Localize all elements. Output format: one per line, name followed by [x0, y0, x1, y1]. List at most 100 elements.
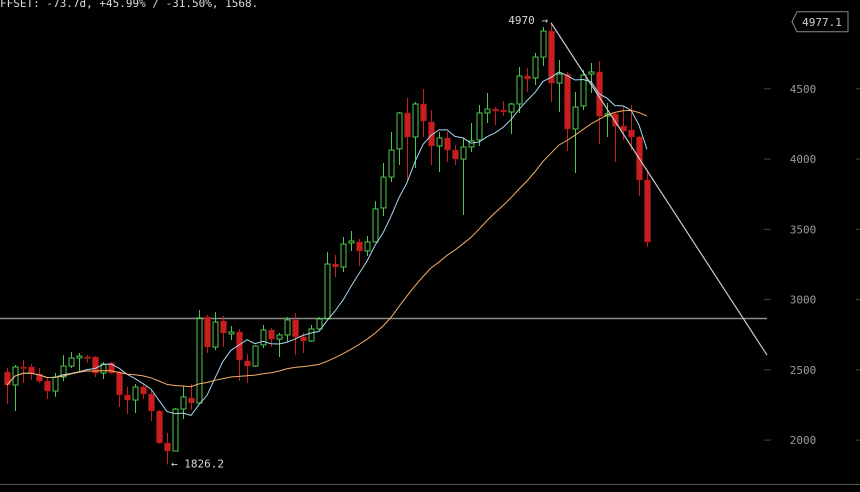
candle-body: [140, 386, 147, 395]
candle-15: [116, 371, 123, 408]
candle-58: [460, 137, 467, 215]
candle-body: [292, 319, 299, 338]
candle-body: [20, 366, 27, 369]
candle-43: [340, 237, 347, 273]
candle-body: [644, 179, 651, 243]
candle-body: [204, 316, 211, 348]
candle-50: [396, 111, 403, 165]
candle-70: [556, 59, 563, 112]
candle-body: [268, 329, 275, 340]
moving-average-line-30: [6, 109, 648, 388]
candle-body: [620, 125, 627, 132]
candle-69: [548, 22, 555, 103]
candle-body: [44, 380, 51, 392]
candle-39: [308, 324, 315, 342]
candle-body: [428, 121, 435, 147]
candle-body: [340, 243, 347, 268]
y-tick-label: 2000: [790, 434, 817, 447]
candle-body: [580, 74, 587, 107]
candle-body: [260, 329, 267, 346]
candle-24: [188, 384, 195, 411]
candle-25: [196, 309, 203, 404]
candle-body: [284, 319, 291, 336]
candle-body: [252, 345, 259, 367]
candle-body: [500, 109, 507, 113]
candle-body: [548, 30, 555, 84]
candle-51: [404, 97, 411, 182]
candle-62: [492, 107, 499, 126]
candle-body: [372, 208, 379, 243]
trend-line: [550, 22, 768, 356]
candle-body: [516, 75, 523, 105]
candle-body: [212, 321, 219, 348]
candle-body: [228, 331, 235, 335]
candle-body: [388, 149, 395, 178]
candle-body: [4, 371, 11, 386]
candle-body: [116, 371, 123, 396]
candle-body: [556, 73, 563, 84]
candle-body: [68, 357, 75, 367]
candle-33: [260, 324, 267, 349]
candle-23: [180, 385, 187, 419]
candle-64: [508, 102, 515, 135]
candle-53: [420, 88, 427, 137]
candle-body: [396, 112, 403, 150]
candle-body: [172, 408, 179, 452]
candle-body: [12, 366, 19, 386]
candle-body: [300, 336, 307, 342]
candle-55: [436, 131, 443, 172]
candle-body: [180, 396, 187, 410]
candle-16: [124, 386, 131, 414]
y-tick-label: 4000: [790, 153, 817, 166]
candle-body: [460, 146, 467, 160]
candle-17: [132, 384, 139, 413]
candle-body: [124, 394, 131, 401]
candle-body: [444, 137, 451, 151]
candle-32: [252, 345, 259, 368]
candle-60: [476, 104, 483, 146]
candle-body: [468, 140, 475, 148]
candle-body: [92, 356, 99, 374]
candle-44: [348, 230, 355, 251]
candle-body: [188, 397, 195, 404]
candle-body: [308, 328, 315, 342]
candle-6: [44, 376, 51, 400]
candle-67: [532, 52, 539, 86]
candle-80: [636, 136, 643, 197]
candle-11: [84, 355, 91, 363]
candle-body: [452, 149, 459, 160]
candle-63: [500, 101, 507, 117]
candle-body: [236, 331, 243, 361]
candle-body: [220, 320, 227, 334]
candle-body: [276, 334, 283, 340]
candle-body: [100, 363, 107, 374]
candle-47: [372, 201, 379, 243]
candle-body: [164, 442, 171, 452]
candle-body: [364, 241, 371, 252]
last-price-tag: [791, 11, 849, 33]
candle-74: [588, 62, 595, 94]
candle-body: [412, 103, 419, 138]
candle-10: [76, 352, 83, 373]
candle-14: [108, 361, 115, 375]
candle-body: [148, 393, 155, 412]
candle-5: [36, 367, 43, 384]
offset-readout: FFSET: -73.7d, +45.99% / -31.50%, 1568.: [0, 0, 259, 10]
candle-54: [428, 110, 435, 165]
candle-18: [140, 384, 147, 400]
candle-75: [596, 60, 603, 145]
y-tick-label: 4500: [790, 83, 817, 96]
candle-21: [164, 433, 171, 465]
candle-48: [380, 162, 387, 216]
candle-body: [156, 410, 163, 444]
candle-body: [524, 75, 531, 80]
candle-body: [28, 366, 35, 374]
candle-1: [4, 367, 11, 404]
candle-9: [68, 351, 75, 368]
candle-59: [468, 122, 475, 153]
candle-36: [284, 316, 291, 342]
candle-57: [452, 145, 459, 165]
y-tick-label: 3500: [790, 223, 817, 236]
candle-body: [244, 360, 251, 367]
